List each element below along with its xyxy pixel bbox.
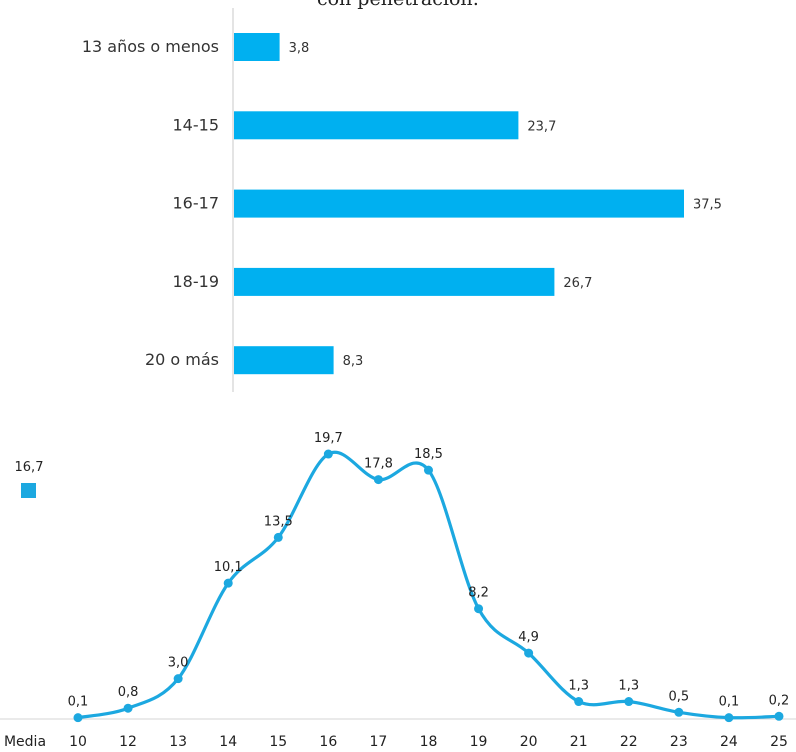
line-value-label: 1,3 — [568, 679, 589, 694]
bar-category-label: 16-17 — [173, 194, 220, 213]
bar-category-label: 18-19 — [173, 272, 220, 291]
line-value-label: 0,1 — [719, 695, 740, 710]
x-tick-label: 25 — [770, 734, 788, 750]
line-point-12 — [674, 707, 684, 717]
line-value-label: 3,0 — [168, 656, 189, 671]
bar-chart: 13 años o menos 3,8 14-15 23,7 16-17 37,5 18-1… — [82, 8, 722, 392]
x-tick-label: 14 — [219, 734, 237, 750]
bar-category-label: 13 años o menos — [82, 37, 219, 56]
line-chart: 0,1 10 0,8 12 3,0 13 10,1 14 13,5 15 19,7 16 17,8 17 1… — [0, 431, 796, 750]
line-point-4 — [273, 532, 283, 542]
line-point-11 — [624, 697, 634, 707]
line-point-10 — [574, 697, 584, 707]
line-point-13 — [724, 713, 734, 723]
line-point-3 — [223, 578, 233, 588]
line-value-label: 0,2 — [769, 693, 790, 708]
bar-4 — [234, 346, 334, 375]
chart-title: con penetración: — [0, 0, 796, 10]
line-point-1 — [123, 703, 133, 713]
bar-value-label: 8,3 — [343, 354, 364, 369]
bar-0 — [234, 33, 280, 61]
x-tick-label: 12 — [119, 734, 137, 750]
x-tick-label: 23 — [670, 734, 688, 750]
line-point-9 — [524, 648, 534, 658]
bar-1 — [234, 111, 519, 140]
bar-value-label: 3,8 — [289, 41, 310, 56]
line-value-label: 17,8 — [364, 457, 393, 472]
line-point-0 — [73, 713, 83, 723]
x-tick-label: 21 — [570, 734, 588, 750]
line-value-label: 0,5 — [668, 689, 689, 704]
line-point-7 — [423, 465, 433, 475]
bar-3 — [234, 267, 555, 296]
line-point-8 — [474, 604, 484, 614]
line-point-2 — [173, 674, 183, 684]
x-tick-label: 10 — [69, 734, 87, 750]
bar-value-label: 37,5 — [693, 198, 722, 213]
line-value-label: 13,5 — [264, 514, 293, 529]
line-value-label: 18,5 — [414, 447, 443, 462]
x-tick-label: 13 — [169, 734, 187, 750]
mean-marker — [21, 483, 36, 498]
x-tick-label: 18 — [420, 734, 438, 750]
x-tick-label: 15 — [269, 734, 287, 750]
line-point-6 — [373, 475, 383, 485]
line-value-label: 0,8 — [118, 685, 139, 700]
line-value-label: 10,1 — [214, 560, 243, 575]
x-tick-label: 22 — [620, 734, 638, 750]
line-value-label: 1,3 — [618, 679, 639, 694]
bar-value-label: 26,7 — [563, 276, 592, 291]
line-value-label: 4,9 — [518, 630, 539, 645]
bar-category-label: 20 o más — [145, 350, 219, 369]
x-tick-label: 19 — [470, 734, 488, 750]
x-tick-label: 17 — [370, 734, 388, 750]
bar-value-label: 23,7 — [527, 119, 556, 134]
line-value-label: 0,1 — [68, 695, 89, 710]
bar-2 — [234, 189, 684, 218]
x-tick-label: 16 — [319, 734, 337, 750]
line-point-14 — [774, 711, 784, 721]
mean-value-label: 16,7 — [15, 460, 44, 475]
bar-category-label: 14-15 — [173, 115, 220, 134]
mean-axis-label: Media — [4, 734, 46, 750]
line-point-5 — [323, 449, 333, 459]
x-tick-label: 20 — [520, 734, 538, 750]
line-series — [77, 450, 780, 720]
x-tick-label: 24 — [720, 734, 738, 750]
line-value-label: 19,7 — [314, 431, 343, 446]
line-value-label: 8,2 — [468, 586, 489, 601]
